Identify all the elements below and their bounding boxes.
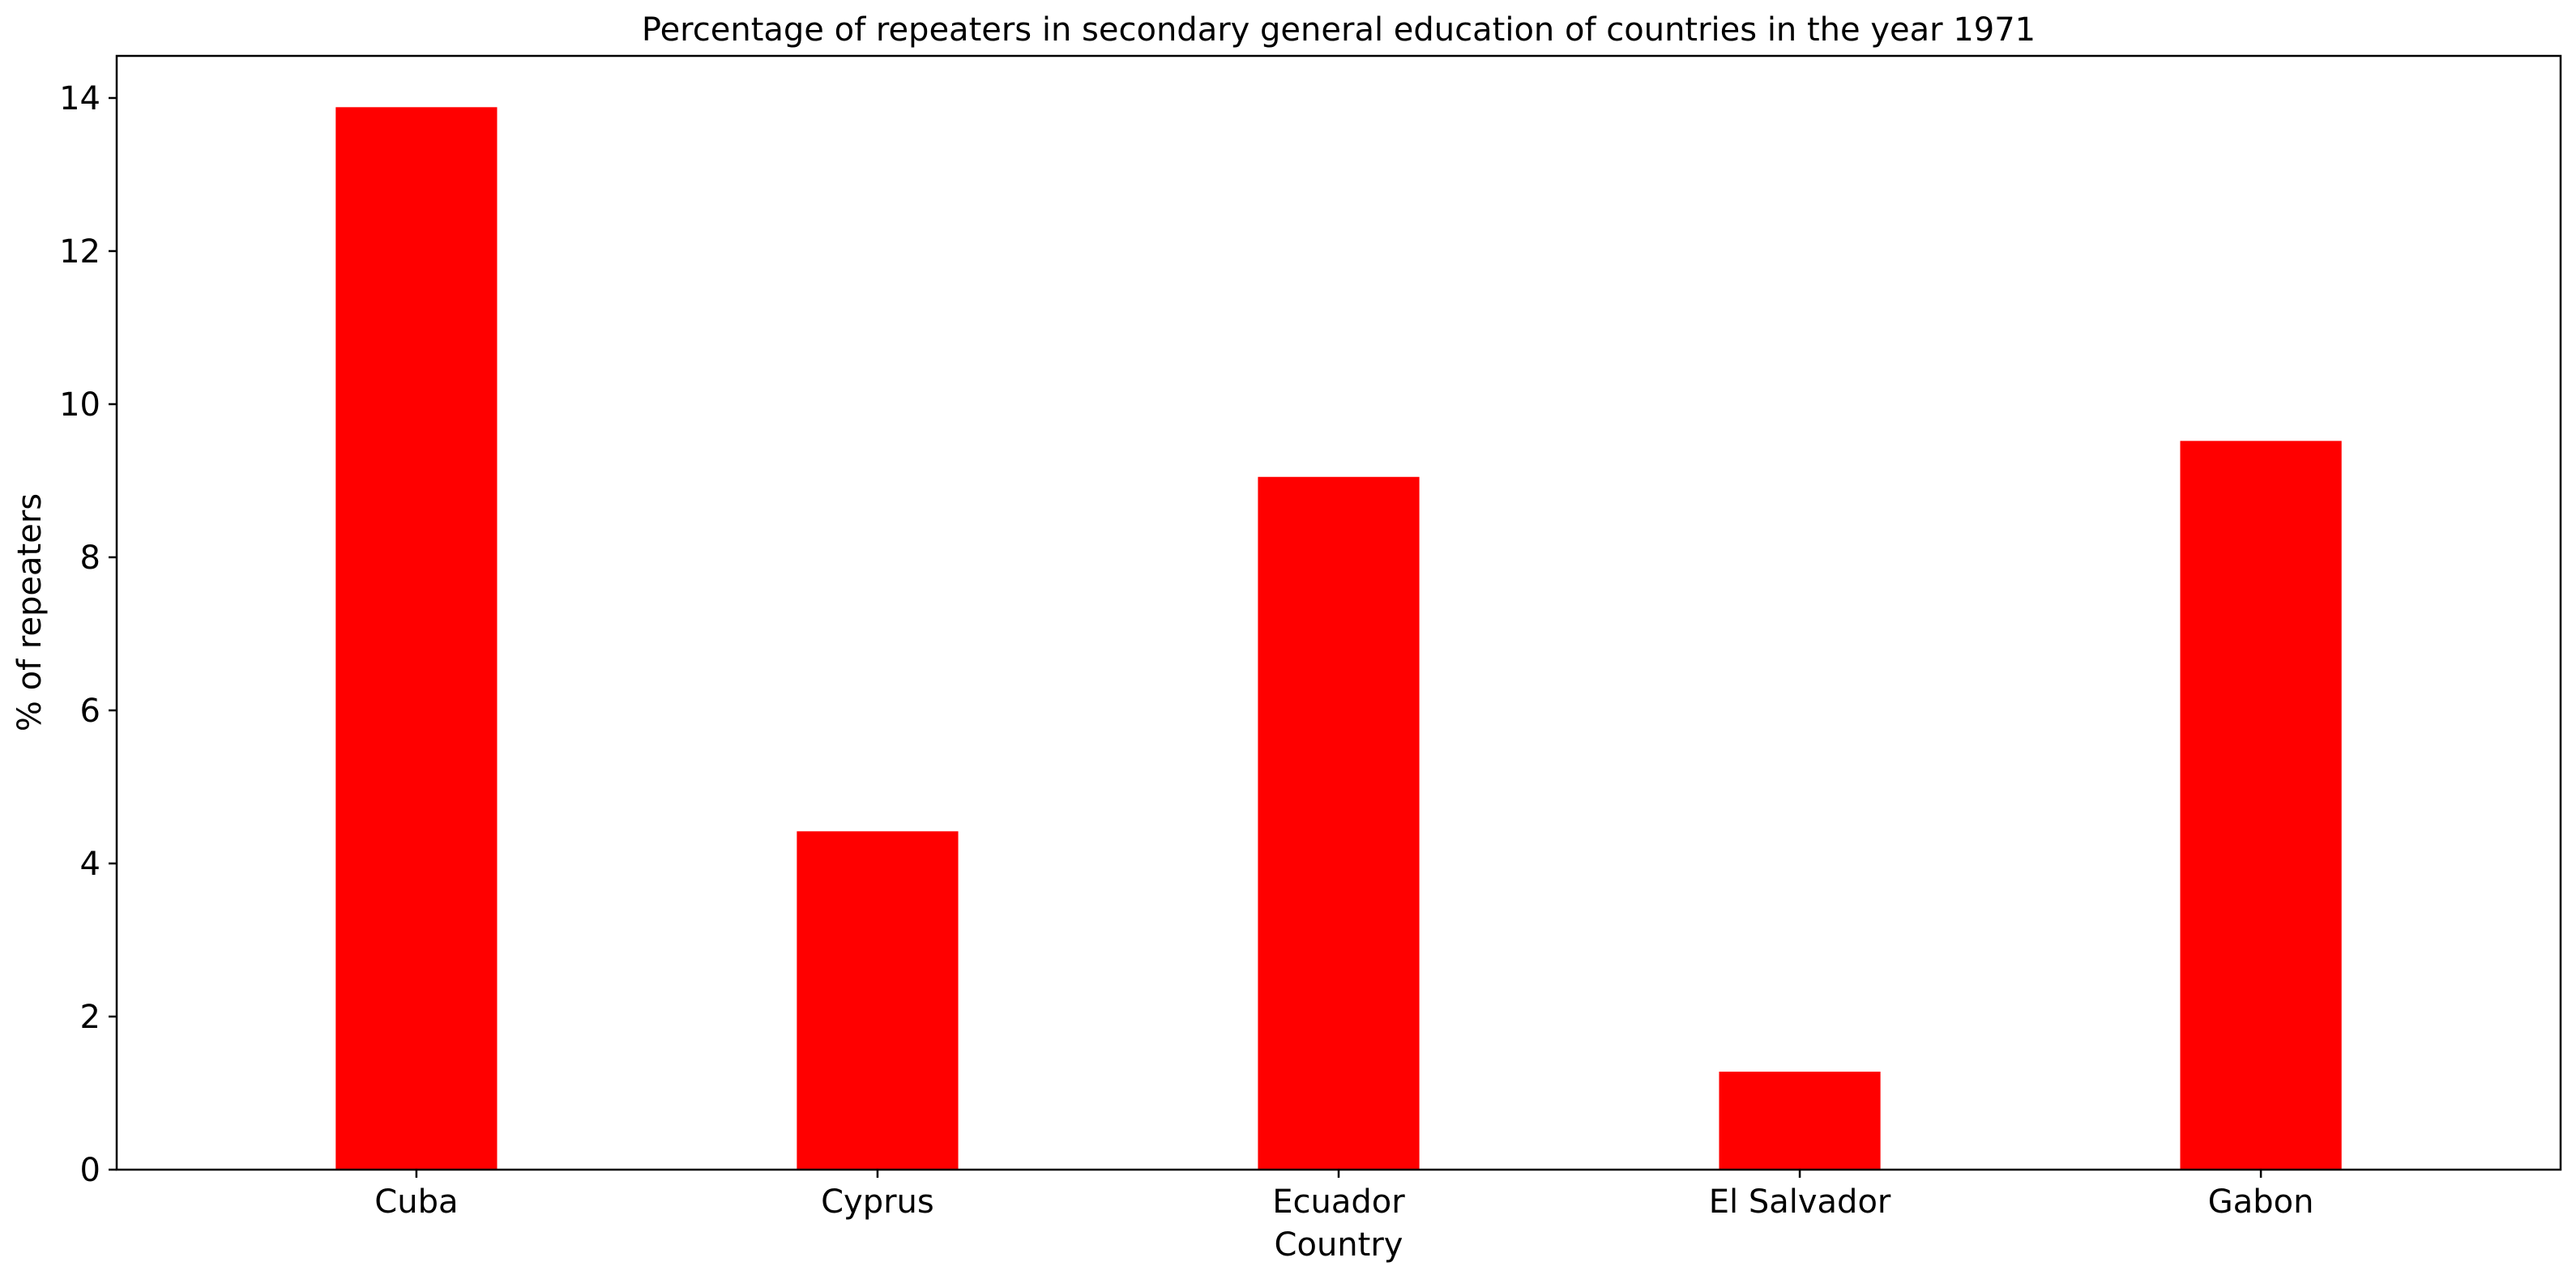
y-tick-label: 8 (80, 539, 100, 577)
bar-el-salvador (1719, 1072, 1881, 1170)
bars-layer (335, 107, 2342, 1170)
x-tick-label: Cuba (374, 1183, 458, 1221)
x-tick-label: Cyprus (821, 1183, 934, 1221)
bar-cuba (335, 107, 498, 1170)
y-tick-label: 14 (59, 80, 100, 117)
x-tick-label: Gabon (2208, 1183, 2314, 1221)
chart-title: Percentage of repeaters in secondary gen… (642, 11, 2036, 49)
x-axis-label: Country (1275, 1226, 1403, 1264)
bar-gabon (2180, 441, 2342, 1170)
y-axis: 0 2 4 6 8 10 12 14 (59, 80, 117, 1189)
y-tick-label: 2 (80, 999, 100, 1036)
y-axis-label: % of repeaters (11, 493, 49, 731)
x-tick-label: El Salvador (1709, 1183, 1891, 1221)
y-tick-label: 12 (59, 233, 100, 271)
y-tick-label: 6 (80, 693, 100, 730)
x-tick-label: Ecuador (1272, 1183, 1405, 1221)
bar-ecuador (1258, 476, 1420, 1170)
x-axis: Cuba Cyprus Ecuador El Salvador Gabon (374, 1170, 2313, 1221)
y-tick-label: 10 (59, 386, 100, 424)
y-tick-label: 4 (80, 846, 100, 883)
y-tick-label: 0 (80, 1152, 100, 1189)
bar-cyprus (797, 831, 959, 1170)
